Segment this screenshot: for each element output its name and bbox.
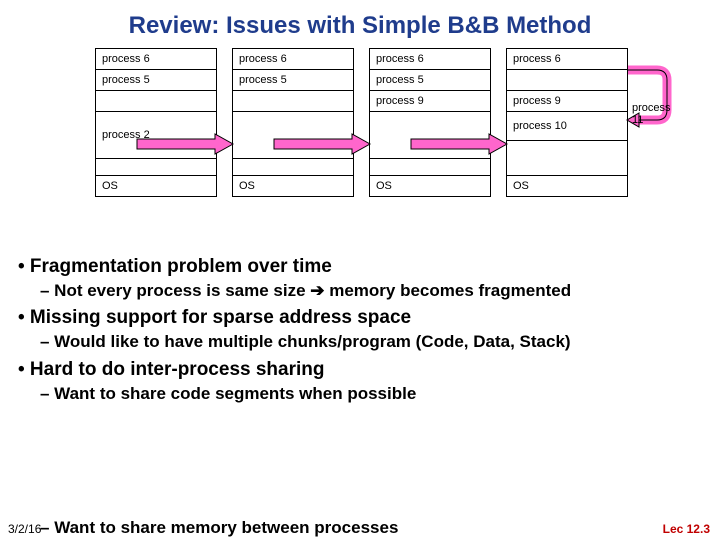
memory-cell: process 6 — [369, 48, 491, 70]
bullet-level-1: • Fragmentation problem over time — [18, 256, 708, 278]
memory-cell: process 9 — [506, 90, 628, 112]
memory-cell — [506, 69, 628, 91]
memory-cell — [506, 140, 628, 176]
arrow-1 — [135, 133, 235, 155]
memory-cell — [95, 90, 217, 112]
memory-cell: process 6 — [95, 48, 217, 70]
bullet-level-1: • Hard to do inter-process sharing — [18, 359, 708, 381]
overlap-bullet: – Want to share memory between processes — [40, 518, 710, 538]
memory-cell: process 5 — [369, 69, 491, 91]
memory-cell — [95, 158, 217, 176]
bullet-list: • Fragmentation problem over time– Not e… — [0, 246, 720, 404]
memory-column-1: process 6process 5 OS — [232, 48, 354, 197]
memory-column-0: process 6process 5process 2OS — [95, 48, 217, 197]
memory-cell: process 5 — [95, 69, 217, 91]
memory-cell: process 6 — [232, 48, 354, 70]
memory-diagram: process 6process 5process 2OSprocess 6pr… — [40, 48, 680, 238]
bullet-level-2: – Want to share code segments when possi… — [40, 383, 708, 404]
memory-cell: process 5 — [232, 69, 354, 91]
memory-cell: OS — [506, 175, 628, 197]
memory-cell — [232, 90, 354, 112]
bullet-level-2: – Would like to have multiple chunks/pro… — [40, 331, 708, 352]
memory-cell: process 10 — [506, 111, 628, 141]
bullet-level-1: • Missing support for sparse address spa… — [18, 307, 708, 329]
memory-cell: process 6 — [506, 48, 628, 70]
memory-column-2: process 6process 5process 9 OS — [369, 48, 491, 197]
memory-cell: OS — [232, 175, 354, 197]
memory-cell: process 9 — [369, 90, 491, 112]
memory-cell — [232, 158, 354, 176]
memory-cell — [369, 158, 491, 176]
arrow-3 — [409, 133, 509, 155]
memory-cell: OS — [369, 175, 491, 197]
side-label-process-11: process 11 — [632, 102, 680, 126]
memory-cell: OS — [95, 175, 217, 197]
slide-title: Review: Issues with Simple B&B Method — [0, 0, 720, 48]
overlap-bullet-text: Want to share memory between processes — [54, 518, 398, 537]
arrow-2 — [272, 133, 372, 155]
bullet-level-2: – Not every process is same size ➔ memor… — [40, 280, 708, 301]
memory-column-3: process 6 process 9process 10 OS — [506, 48, 628, 197]
